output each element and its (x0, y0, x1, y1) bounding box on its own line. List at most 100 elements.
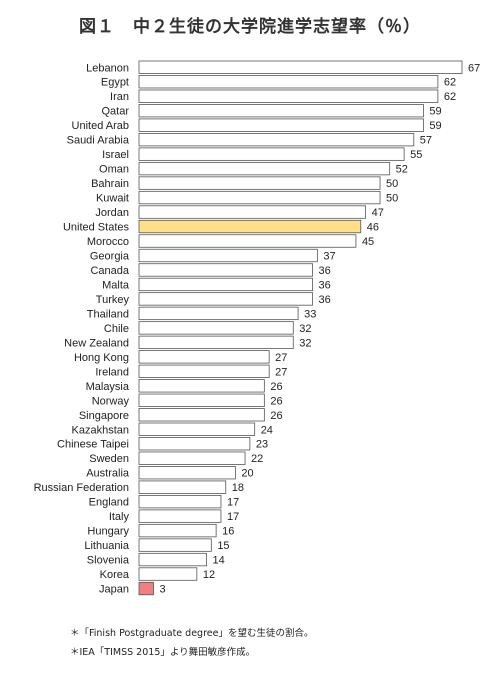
category-label-oman: Oman (99, 164, 129, 176)
category-label-lithuania: Lithuania (84, 540, 130, 552)
category-label-israel: Israel (102, 149, 129, 161)
value-label-malta: 36 (319, 279, 331, 291)
bar-georgia (138, 248, 318, 263)
category-label-chile: Chile (104, 323, 129, 335)
bar-lithuania (138, 538, 212, 552)
value-label-canada: 36 (319, 265, 331, 277)
category-label-lebanon: Lebanon (86, 62, 129, 74)
chart-title: 図１ 中２生徒の大学院進学志望率（％） (79, 17, 421, 37)
bar-malaysia (138, 379, 265, 393)
bar-chart: Lebanon 67 Egypt 62 Iran 62 Qatar 59 United Arab… (34, 60, 480, 596)
bar-new-zealand (138, 335, 294, 350)
bar-hungary (138, 523, 217, 538)
bar-egypt (138, 75, 439, 89)
bar-singapore (138, 408, 265, 422)
category-label-australia: Australia (86, 468, 130, 480)
category-label-norway: Norway (92, 395, 130, 407)
bar-morocco (138, 234, 357, 248)
value-label-malaysia: 26 (270, 381, 282, 393)
value-label-norway: 26 (270, 395, 282, 407)
bar-lebanon (138, 60, 463, 74)
category-label-kazakhstan: Kazakhstan (72, 424, 129, 436)
value-label-qatar: 59 (429, 106, 441, 118)
footnotes: ＊「Finish Postgraduate degree」を望む生徒の割合。 ＊… (70, 624, 313, 662)
value-label-slovenia: 14 (212, 555, 224, 567)
value-label-hong-kong: 27 (275, 352, 287, 364)
bar-kazakhstan (138, 422, 256, 436)
bar-bahrain (138, 176, 381, 190)
category-label-ireland: Ireland (95, 366, 129, 378)
category-label-qatar: Qatar (101, 106, 129, 118)
category-label-morocco: Morocco (87, 236, 129, 248)
category-label-kuwait: Kuwait (96, 193, 129, 205)
category-label-italy: Italy (109, 511, 130, 523)
value-label-united-states: 46 (367, 222, 379, 234)
category-label-malta: Malta (102, 279, 130, 291)
category-label-jordan: Jordan (95, 207, 129, 219)
category-label-bahrain: Bahrain (91, 178, 129, 190)
category-label-united-arab: United Arab (72, 120, 129, 132)
bar-malta (138, 277, 313, 292)
bar-korea (138, 567, 198, 581)
bar-norway (138, 393, 265, 407)
value-label-israel: 55 (410, 149, 422, 161)
value-label-hungary: 16 (222, 526, 234, 538)
bar-australia (138, 466, 236, 480)
category-label-slovenia: Slovenia (87, 555, 130, 567)
category-label-egypt: Egypt (101, 77, 129, 89)
value-label-sweden: 22 (251, 453, 263, 465)
bar-iran (138, 89, 439, 103)
value-label-lithuania: 15 (217, 540, 229, 552)
value-label-thailand: 33 (304, 308, 316, 320)
value-label-korea: 12 (203, 569, 215, 581)
value-label-chile: 32 (299, 323, 311, 335)
category-label-georgia: Georgia (90, 250, 130, 262)
category-label-russian-federation: Russian Federation (34, 482, 129, 494)
bar-slovenia (138, 552, 207, 567)
value-label-iran: 62 (444, 91, 456, 103)
value-label-bahrain: 50 (386, 178, 398, 190)
value-label-russian-federation: 18 (232, 482, 244, 494)
bar-kuwait (138, 190, 381, 205)
bar-england (138, 494, 222, 509)
value-label-turkey: 36 (319, 294, 331, 306)
value-label-japan: 3 (159, 584, 165, 596)
category-label-chinese-taipei: Chinese Taipei (57, 439, 129, 451)
footnote-source: ＊IEA「TIMSS 2015」より舞田敏彦作成。 (70, 647, 256, 658)
value-label-egypt: 62 (444, 77, 456, 89)
value-label-ireland: 27 (275, 366, 287, 378)
bar-russian-federation (138, 480, 227, 494)
bar-italy (138, 509, 222, 523)
value-label-singapore: 26 (270, 410, 282, 422)
value-label-kuwait: 50 (386, 193, 398, 205)
bar-united-arab (138, 118, 424, 132)
bar-oman (138, 161, 391, 176)
category-label-england: England (89, 497, 129, 509)
category-label-iran: Iran (110, 91, 129, 103)
bar-thailand (138, 306, 299, 321)
value-label-australia: 20 (241, 468, 253, 480)
value-label-new-zealand: 32 (299, 337, 311, 349)
value-label-kazakhstan: 24 (261, 424, 273, 436)
bar-ireland (138, 364, 270, 378)
bar-qatar (138, 104, 424, 118)
bar-chinese-taipei (138, 437, 251, 451)
bar-turkey (138, 292, 313, 306)
value-label-italy: 17 (227, 511, 239, 523)
value-label-morocco: 45 (362, 236, 374, 248)
bar-chile (138, 321, 294, 335)
bar-saudi-arabia (138, 132, 415, 147)
category-label-hong-kong: Hong Kong (74, 352, 129, 364)
bar-japan (138, 581, 154, 596)
category-label-japan: Japan (99, 584, 129, 596)
category-label-turkey: Turkey (96, 294, 130, 306)
category-label-saudi-arabia: Saudi Arabia (67, 135, 130, 147)
category-label-malaysia: Malaysia (86, 381, 130, 393)
value-label-lebanon: 67 (468, 62, 480, 74)
footnote-definition: ＊「Finish Postgraduate degree」を望む生徒の割合。 (70, 628, 314, 639)
bar-hong-kong (138, 350, 270, 364)
category-label-korea: Korea (100, 569, 130, 581)
value-label-georgia: 37 (323, 250, 335, 262)
category-label-hungary: Hungary (87, 526, 129, 538)
bar-united-states (138, 219, 362, 234)
